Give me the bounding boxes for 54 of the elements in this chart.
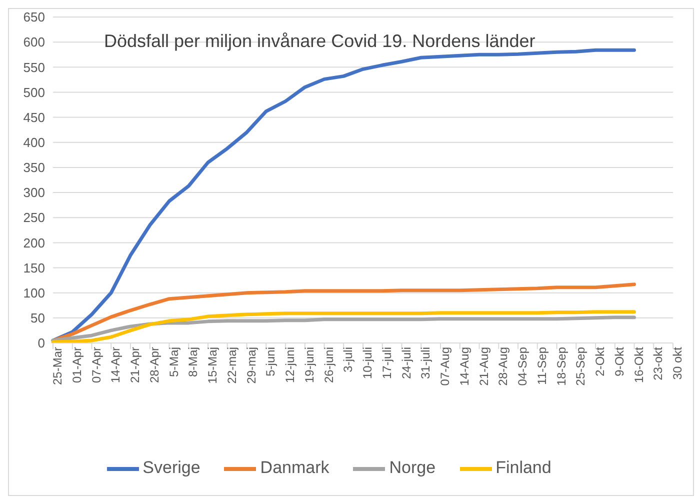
x-tick-label: 04-Sep — [516, 346, 530, 386]
x-tick-label: 14-Apr — [108, 347, 123, 384]
x-tick-label: 12-juni — [283, 347, 298, 384]
x-tick-label: 3-juli — [341, 347, 356, 372]
x-tick-label: 14-Aug — [457, 347, 472, 386]
y-tick-label: 500 — [23, 84, 45, 100]
x-tick-label: 25-Mar — [50, 347, 65, 386]
x-tick-label: 18-Sep — [554, 346, 568, 386]
x-tick-label: 28-Apr — [147, 347, 162, 384]
y-tick-label: 600 — [23, 34, 45, 50]
x-tick-label: 17-juli — [380, 347, 394, 380]
y-tick-label: 150 — [23, 260, 45, 276]
y-tick-label: 550 — [23, 60, 45, 75]
x-tick-label: 07-Aug — [438, 347, 452, 386]
x-tick-label: 5-Maj — [166, 347, 181, 378]
y-tick-label: 300 — [23, 185, 45, 200]
x-tick-label: 26-juni — [322, 347, 336, 384]
x-tick-label: 2-Okt — [593, 346, 608, 376]
legend-label: Finland — [496, 458, 552, 478]
legend-label: Sverige — [142, 458, 200, 478]
x-tick-label: 07-Apr — [89, 347, 104, 384]
y-tick-label: 350 — [23, 160, 45, 176]
x-tick-label: 01-Apr — [70, 347, 84, 384]
x-tick-label: 25-Sep — [574, 346, 588, 386]
y-tick-label: 250 — [23, 210, 45, 226]
x-tick-label: 21-Aug — [476, 347, 491, 386]
x-tick-label: 16-Okt — [632, 346, 646, 384]
x-tick-label: 9-Okt — [612, 346, 626, 376]
text: Dödsfall per miljon invånare Covid 19. Nordens länder — [104, 31, 536, 52]
x-tick-label: 31-juli — [418, 347, 433, 380]
legend-label: Norge — [389, 458, 436, 478]
x-tick-label: 19-juni — [302, 347, 316, 384]
x-tick-label: 21-Apr — [128, 347, 142, 384]
x-tick-label: 15-Maj — [206, 347, 220, 384]
x-tick-label: 8-Maj — [186, 347, 200, 378]
x-tick-label: 30 okt — [670, 346, 685, 380]
y-tick-label: 50 — [30, 310, 45, 326]
x-tick-label: 24-juli — [399, 347, 414, 380]
y-tick-label: 200 — [23, 235, 45, 250]
y-tick-label: 650 — [23, 10, 45, 25]
x-tick-label: 10-juli — [360, 347, 375, 380]
x-tick-label: 11-Sep — [534, 346, 549, 385]
y-tick-label: 450 — [23, 110, 45, 125]
y-tick-label: 100 — [23, 285, 45, 300]
y-tick-label: 0 — [38, 336, 45, 351]
x-tick-label: 29-maj — [244, 347, 258, 384]
x-tick-label: 28-Aug — [496, 347, 510, 386]
line-series — [51, 316, 636, 342]
line-series — [51, 310, 636, 343]
x-tick-label: 22-maj — [224, 347, 239, 384]
x-tick-label: 23-okt — [651, 346, 666, 380]
legend-label: Danmark — [260, 458, 330, 478]
x-tick-label: 5-juni — [264, 347, 278, 376]
y-tick-label: 400 — [23, 135, 45, 150]
